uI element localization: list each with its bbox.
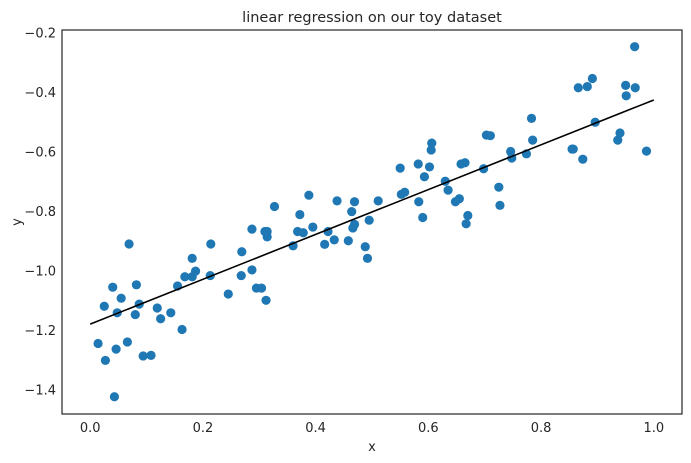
data-point — [495, 200, 505, 210]
data-point — [463, 210, 473, 221]
data-point — [206, 239, 216, 249]
data-point — [99, 301, 109, 311]
data-point — [587, 73, 597, 84]
data-point — [418, 212, 428, 223]
data-point — [641, 146, 652, 156]
scatter-points — [93, 42, 652, 402]
plot-frame — [61, 29, 683, 415]
data-point — [320, 239, 330, 249]
data-point — [308, 222, 318, 232]
data-point — [454, 194, 464, 204]
data-point — [568, 144, 578, 154]
data-point — [122, 337, 132, 347]
data-point — [419, 172, 430, 182]
data-point — [630, 83, 640, 93]
data-point — [395, 163, 405, 173]
data-point — [156, 314, 166, 324]
data-point — [329, 235, 339, 245]
data-point — [413, 159, 423, 169]
data-point — [247, 265, 257, 275]
y-axis-ticks: −1.4 −1.2 −1.0 −0.8 −0.6 −0.4 −0.2 — [24, 26, 56, 398]
data-point — [332, 196, 342, 206]
data-point — [262, 226, 272, 237]
data-point — [116, 293, 126, 303]
data-point — [347, 206, 357, 217]
data-point — [621, 80, 631, 90]
x-tick-label: 1.0 — [643, 421, 664, 436]
data-point — [414, 197, 424, 207]
data-point — [109, 392, 120, 402]
data-point — [443, 185, 453, 195]
data-point — [526, 113, 537, 124]
data-point — [427, 138, 437, 148]
data-point — [131, 280, 141, 290]
data-point — [298, 228, 308, 238]
x-tick-label: 0.8 — [531, 421, 552, 436]
data-point — [424, 162, 435, 172]
data-point — [349, 219, 360, 229]
data-point — [223, 289, 233, 299]
data-point — [615, 128, 625, 138]
y-tick-label: −1.0 — [24, 265, 56, 280]
data-point — [190, 266, 201, 276]
data-point — [261, 295, 271, 305]
data-point — [93, 338, 103, 349]
data-point — [152, 303, 162, 313]
data-point — [360, 242, 370, 252]
data-point — [528, 135, 538, 145]
data-point — [461, 219, 471, 229]
data-point — [613, 135, 623, 145]
data-point — [166, 308, 176, 318]
data-point — [236, 270, 246, 281]
chart-title: linear regression on our toy dataset — [242, 10, 502, 26]
data-point — [573, 83, 583, 93]
data-point — [124, 239, 134, 249]
data-point — [138, 351, 148, 361]
x-tick-label: 0.0 — [80, 421, 101, 436]
x-tick-label: 0.6 — [418, 421, 439, 436]
data-point — [578, 154, 588, 164]
y-tick-label: −1.4 — [24, 384, 56, 399]
y-tick-label: −0.4 — [24, 86, 56, 101]
data-point — [187, 253, 197, 263]
regression-line-group — [89, 99, 655, 325]
x-axis-label: x — [368, 440, 376, 455]
x-axis-ticks: 0.0 0.2 0.4 0.6 0.8 1.0 — [80, 421, 664, 436]
y-tick-label: −1.2 — [24, 324, 56, 339]
y-tick-label: −0.8 — [24, 205, 56, 220]
data-point — [146, 350, 156, 360]
data-point — [362, 253, 373, 263]
x-tick-label: 0.4 — [305, 421, 326, 436]
data-point — [108, 282, 118, 292]
data-point — [247, 224, 257, 234]
data-point — [373, 196, 383, 206]
data-point — [269, 201, 280, 212]
data-point — [100, 355, 110, 366]
data-point — [349, 197, 360, 207]
data-point — [237, 247, 247, 257]
data-point — [130, 309, 140, 320]
data-point — [621, 91, 631, 101]
data-point — [256, 283, 267, 293]
y-axis-label: y — [10, 218, 25, 226]
data-point — [364, 215, 374, 225]
data-point — [582, 81, 592, 92]
regression-line — [89, 99, 655, 325]
data-point — [460, 158, 470, 168]
data-point — [426, 145, 436, 155]
y-tick-label: −0.2 — [24, 26, 56, 41]
data-point — [180, 272, 190, 282]
data-point — [304, 190, 314, 200]
data-point — [111, 344, 121, 354]
y-tick-label: −0.6 — [24, 146, 56, 161]
data-point — [177, 324, 187, 335]
data-point — [400, 187, 410, 197]
data-point — [494, 182, 504, 192]
data-point — [295, 209, 305, 220]
data-point — [485, 131, 495, 141]
x-tick-label: 0.2 — [193, 421, 214, 436]
data-point — [630, 42, 640, 52]
data-point — [343, 236, 353, 246]
